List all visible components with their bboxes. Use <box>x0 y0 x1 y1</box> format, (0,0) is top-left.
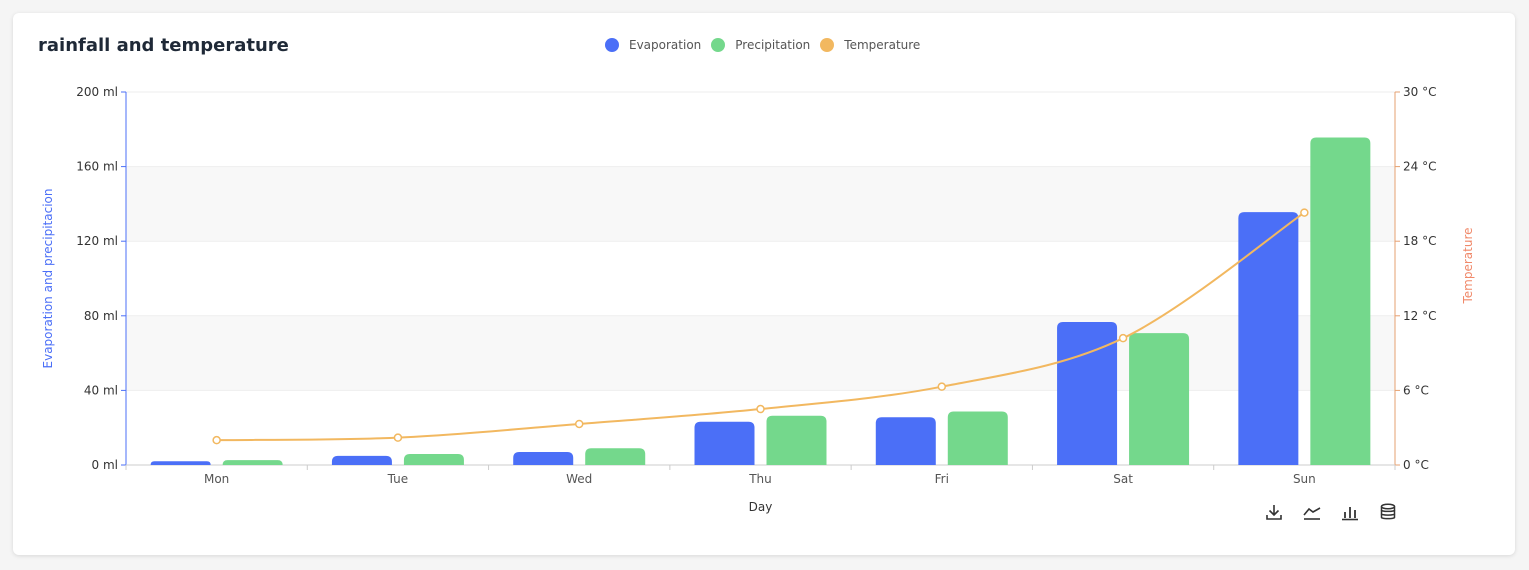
y-left-tick-label: 120 ml <box>76 234 118 248</box>
download-button[interactable] <box>1263 501 1285 523</box>
x-tick-label: Wed <box>566 472 592 486</box>
switch-line-button[interactable] <box>1301 501 1323 523</box>
bar-precipitation <box>947 411 1008 465</box>
point-temperature <box>1300 208 1309 217</box>
x-tick-label: Tue <box>387 472 409 486</box>
bar-precipitation <box>766 415 827 465</box>
legend: Evaporation Precipitation Temperature <box>605 37 930 53</box>
point-temperature <box>393 433 403 442</box>
x-tick-label: Fri <box>935 472 949 486</box>
bar-evaporation <box>513 451 574 465</box>
point-temperature <box>756 404 765 414</box>
y-right-axis-title: Temperature <box>1461 227 1475 304</box>
x-tick-label: Sun <box>1293 472 1316 486</box>
bar-precipitation <box>403 453 464 465</box>
x-axis-title: Day <box>749 500 773 514</box>
legend-item-precipitation[interactable]: Precipitation <box>711 38 810 52</box>
chart-card: rainfall and temperature Evaporation Pre… <box>13 13 1515 555</box>
download-icon <box>1266 505 1282 520</box>
legend-item-evaporation[interactable]: Evaporation <box>605 38 701 52</box>
point-temperature <box>937 382 947 391</box>
point-temperature <box>212 435 221 445</box>
bar-evaporation <box>1057 321 1118 465</box>
x-tick-label: Mon <box>204 472 229 486</box>
legend-dot-temperature <box>820 38 835 52</box>
toolbox <box>1263 501 1399 523</box>
y-left-tick-label: 0 ml <box>92 458 118 472</box>
switch-bar-button[interactable] <box>1339 501 1361 523</box>
bar-evaporation <box>694 421 755 465</box>
y-right-tick-label: 6 °C <box>1403 383 1429 397</box>
point-temperature <box>574 419 584 429</box>
bar-evaporation <box>1238 212 1299 465</box>
y-right-tick-label: 24 °C <box>1403 160 1436 174</box>
y-left-tick-label: 200 ml <box>76 85 118 99</box>
chart-title: rainfall and temperature <box>38 35 289 56</box>
legend-item-temperature[interactable]: Temperature <box>820 38 920 52</box>
y-right-tick-label: 0 °C <box>1403 458 1429 472</box>
bar-precipitation <box>222 460 283 465</box>
bar-precipitation <box>1129 333 1190 465</box>
point-temperature <box>1118 333 1128 343</box>
y-left-tick-label: 160 ml <box>76 160 118 174</box>
grid-band <box>126 166 1395 242</box>
chart-svg: 0 ml 40 ml 80 ml 120 ml 160 ml 200 ml 0 °C 6 °C… <box>41 85 1475 514</box>
line-chart-icon <box>1303 507 1321 520</box>
y-left-tick-label: 80 ml <box>84 309 118 323</box>
y-right-tick-label: 30 °C <box>1403 85 1436 99</box>
grid-band <box>126 315 1395 391</box>
bar-precipitation <box>585 448 646 465</box>
bar-evaporation <box>150 461 211 465</box>
bar-chart-icon <box>1342 507 1358 521</box>
legend-dot-precipitation <box>711 38 726 52</box>
bar-evaporation <box>331 455 392 465</box>
y-left-axis-title: Evaporation and precipitacion <box>41 189 55 369</box>
bar-precipitation <box>1310 137 1371 466</box>
legend-label-temperature: Temperature <box>844 38 921 52</box>
x-tick-label: Sat <box>1113 472 1133 486</box>
legend-dot-evaporation <box>605 38 619 52</box>
x-tick-label: Thu <box>748 472 772 486</box>
database-icon <box>1380 503 1396 520</box>
y-left-tick-label: 40 ml <box>84 383 118 397</box>
bar-evaporation <box>875 417 936 465</box>
legend-label-precipitation: Precipitation <box>735 38 811 52</box>
legend-label-evaporation: Evaporation <box>629 38 702 52</box>
data-view-button[interactable] <box>1377 501 1399 523</box>
y-right-tick-label: 12 °C <box>1403 309 1436 323</box>
y-right-tick-label: 18 °C <box>1403 234 1436 248</box>
